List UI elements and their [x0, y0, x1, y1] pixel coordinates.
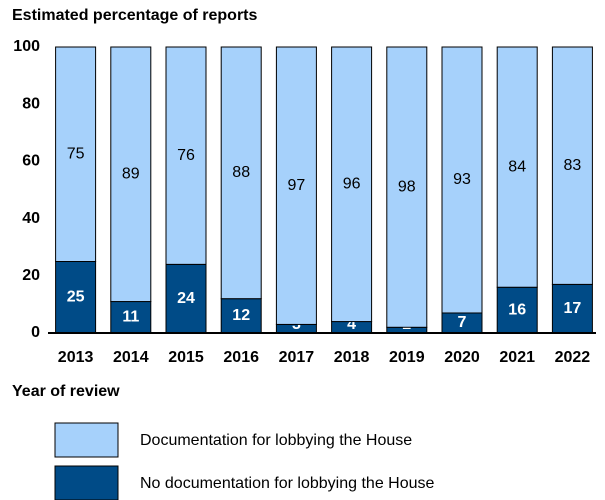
data-label: 76 — [177, 147, 195, 164]
data-label: 11 — [122, 308, 139, 325]
bar-segment — [386, 46, 428, 328]
bar-segment — [165, 46, 207, 265]
data-label: 25 — [67, 288, 85, 305]
bar-segment — [441, 46, 483, 314]
x-tick-label: 2021 — [499, 349, 535, 366]
legend-label: Documentation for lobbying the House — [140, 432, 412, 449]
bar-segment — [55, 261, 97, 334]
data-label: 88 — [232, 164, 250, 181]
y-tick-label: 80 — [22, 95, 40, 112]
y-tick-label: 60 — [22, 153, 40, 170]
bar-segment — [220, 46, 262, 300]
data-label: 17 — [564, 300, 582, 317]
data-label: 97 — [288, 177, 306, 194]
x-tick-label: 2016 — [223, 349, 259, 366]
data-label: 12 — [232, 307, 250, 324]
legend-label: No documentation for lobbying the House — [140, 475, 435, 492]
x-tick-label: 2017 — [279, 349, 315, 366]
data-label: 24 — [177, 290, 195, 307]
y-tick-label: 0 — [31, 324, 40, 341]
legend-swatch — [54, 465, 119, 500]
data-label: 98 — [398, 178, 416, 195]
x-tick-label: 2013 — [58, 349, 94, 366]
bar-segment — [55, 46, 97, 262]
data-label: 83 — [564, 157, 582, 174]
x-tick-label: 2018 — [334, 349, 370, 366]
bar-segment — [275, 46, 317, 325]
legend-swatch — [54, 422, 119, 458]
bar-segment — [551, 283, 593, 334]
data-label: 89 — [122, 165, 140, 182]
x-tick-label: 2022 — [555, 349, 591, 366]
x-tick-label: 2015 — [168, 349, 204, 366]
x-tick-label: 2019 — [389, 349, 425, 366]
x-axis-title: Year of review — [12, 383, 120, 400]
data-label: 4 — [347, 316, 356, 333]
y-tick-label: 100 — [13, 38, 40, 55]
data-label: 84 — [508, 158, 526, 175]
x-tick-label: 2020 — [444, 349, 480, 366]
y-tick-label: 40 — [22, 210, 40, 227]
y-axis-title: Estimated percentage of reports — [12, 7, 258, 24]
x-tick-label: 2014 — [113, 349, 149, 366]
data-label: 75 — [67, 145, 85, 162]
data-label: 7 — [458, 314, 467, 331]
y-tick-label: 20 — [22, 267, 40, 284]
bar-segment — [110, 46, 152, 303]
data-label: 16 — [508, 301, 526, 318]
bar-segment — [331, 46, 373, 323]
data-label: 93 — [453, 171, 471, 188]
data-label: 96 — [343, 175, 361, 192]
bar-segment — [496, 46, 538, 288]
bar-segment — [551, 46, 593, 285]
